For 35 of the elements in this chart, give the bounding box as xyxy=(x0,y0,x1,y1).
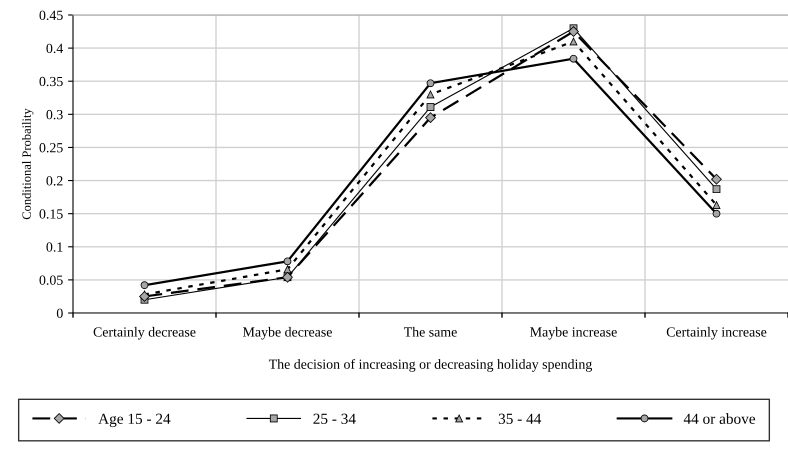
y-tick-label: 0.45 xyxy=(40,10,63,20)
point xyxy=(711,174,722,185)
point xyxy=(426,103,434,111)
y-axis-title: Conditional Probaility xyxy=(22,108,34,220)
legend-label: 44 or above xyxy=(684,413,756,424)
x-tick-label: Maybe decrease xyxy=(242,326,332,340)
point xyxy=(712,201,720,209)
y-tick-label: 0.05 xyxy=(40,275,63,285)
legend-label: 25 - 34 xyxy=(313,414,356,424)
point xyxy=(140,281,148,290)
y-tick-label: 0 xyxy=(56,308,63,318)
y-tick-label: 0.25 xyxy=(40,143,63,152)
point xyxy=(712,185,720,194)
legend-label: Age 15 - 24 xyxy=(98,414,170,428)
point xyxy=(712,210,720,218)
y-tick-label: 0.1 xyxy=(46,242,62,252)
x-tick-label: Maybe increase xyxy=(530,326,617,340)
y-tick-label: 0.35 xyxy=(40,76,63,86)
point xyxy=(139,291,150,302)
x-tick-label: The same xyxy=(404,326,457,337)
point xyxy=(284,257,292,266)
point xyxy=(426,90,434,98)
y-tick-label: 0.4 xyxy=(46,44,64,54)
point xyxy=(426,79,434,88)
legend-label: 35 - 44 xyxy=(498,414,542,424)
y-tick-label: 0.2 xyxy=(46,176,63,186)
y-tick-label: 0.3 xyxy=(46,110,63,120)
point xyxy=(425,112,436,123)
x-tick-label: Certainly decrease xyxy=(94,326,196,340)
x-axis-title: The decision of increasing or decreasing holiday spending xyxy=(268,358,592,372)
point xyxy=(570,38,578,46)
x-tick-label: Certainly increase xyxy=(666,326,766,340)
point xyxy=(570,54,578,63)
y-tick-label: 0.15 xyxy=(40,209,63,219)
point xyxy=(568,26,579,37)
